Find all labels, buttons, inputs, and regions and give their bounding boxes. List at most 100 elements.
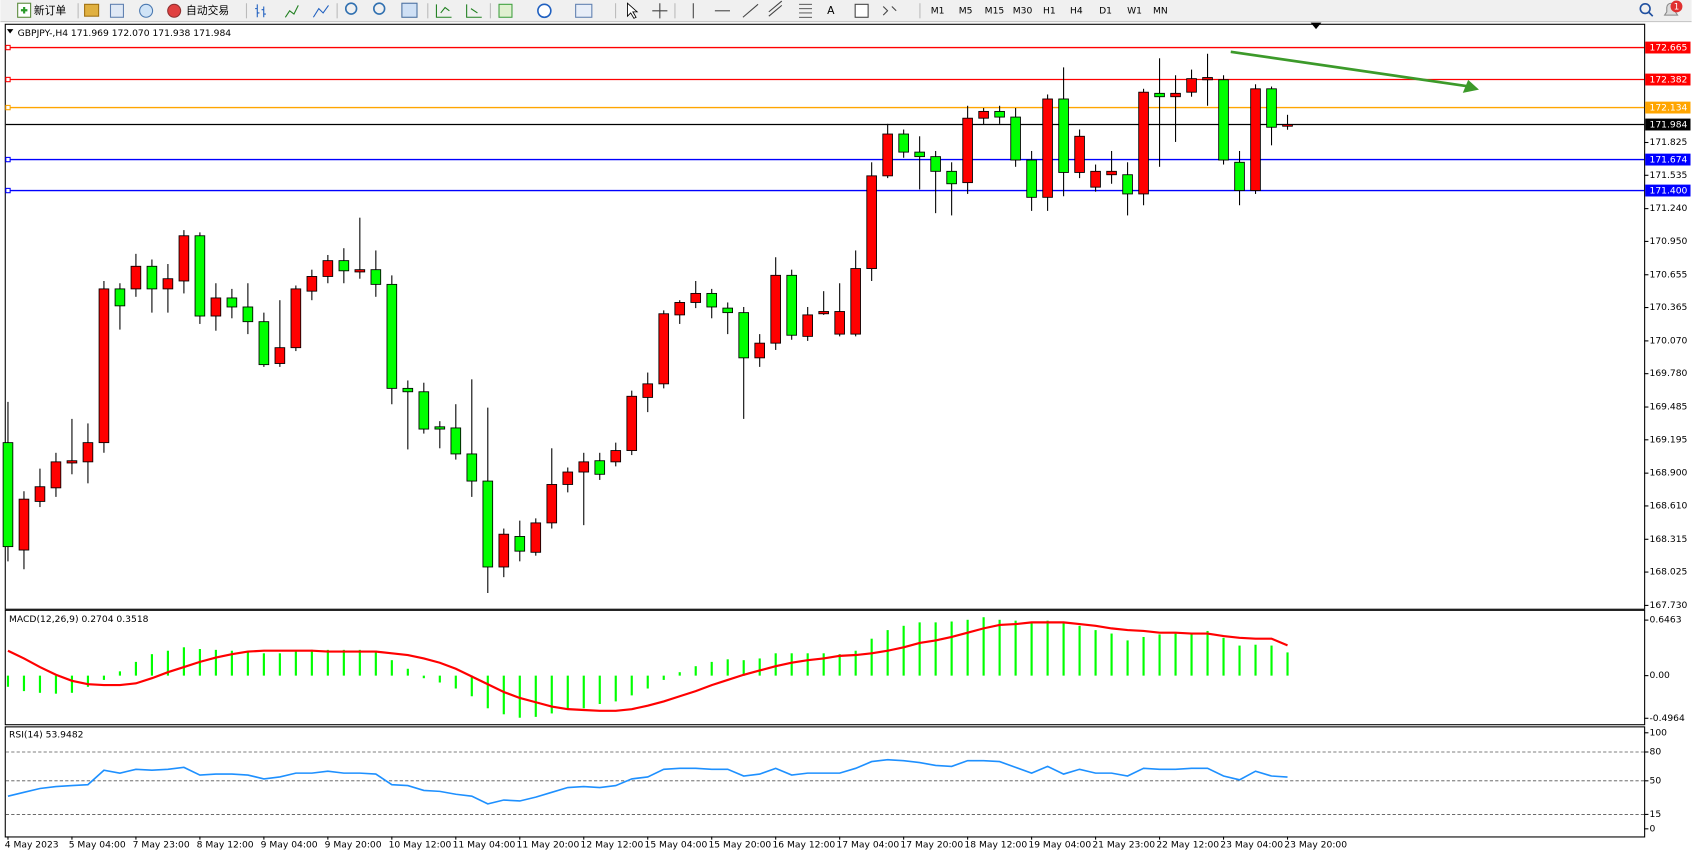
autoscroll-icon[interactable] <box>435 4 452 18</box>
templates-icon[interactable] <box>575 3 593 18</box>
signal-line <box>7 621 1288 712</box>
trendline-icon[interactable] <box>742 3 759 18</box>
main-panel <box>4 23 1646 610</box>
shift-icon[interactable] <box>466 4 482 18</box>
candle-body <box>1042 98 1053 198</box>
candle-body <box>34 486 46 502</box>
panel-title: GBPJPY-,H4 171.969 172.070 171.938 171.9… <box>18 28 232 39</box>
candle-body <box>306 276 318 292</box>
rsi-line <box>7 758 1288 805</box>
candle-body <box>626 395 638 451</box>
y-tick-label: 170.655 <box>1649 269 1687 280</box>
y-tick-label: 0.6463 <box>1649 615 1681 626</box>
candle-body <box>610 450 622 463</box>
y-tick-label: 168.900 <box>1649 468 1687 479</box>
candle-body <box>114 288 126 307</box>
candle-body <box>818 311 829 315</box>
cursor-icon[interactable] <box>627 2 639 19</box>
timeframe-button[interactable]: D1 <box>1099 5 1112 16</box>
level-anchor <box>5 156 11 163</box>
y-tick-label: 169.780 <box>1649 368 1687 379</box>
new-order-button[interactable]: 新订单 <box>17 2 67 18</box>
candle-body <box>978 110 989 119</box>
tool-icon[interactable] <box>139 3 154 18</box>
timeframe-button[interactable]: H1 <box>1043 5 1056 16</box>
x-tick-label: 5 May 04:00 <box>69 840 126 851</box>
candle-body <box>402 387 414 393</box>
candle-body <box>50 461 62 489</box>
candle-body <box>674 302 686 316</box>
timeframe-button[interactable]: M1 <box>931 5 945 16</box>
candle-body <box>1058 98 1069 173</box>
tool-icon[interactable] <box>109 3 124 18</box>
y-tick-label: 170.070 <box>1649 335 1687 346</box>
zoom-out-icon[interactable] <box>373 2 386 15</box>
candle-body <box>1074 135 1085 173</box>
candle-body <box>882 133 893 177</box>
candle-body <box>722 307 734 314</box>
candle-body <box>354 269 366 273</box>
channel-icon[interactable] <box>768 0 783 17</box>
candle-body <box>274 347 286 364</box>
candle-body <box>706 292 718 308</box>
timeframe-button[interactable]: M30 <box>1013 5 1033 16</box>
x-tick-label: 9 May 04:00 <box>261 840 318 851</box>
trend-arrow-head <box>1462 79 1479 93</box>
y-tick-label: 170.365 <box>1649 302 1687 313</box>
y-tick-label: 15 <box>1649 809 1661 820</box>
candle-icon[interactable] <box>284 5 299 18</box>
crosshair-icon[interactable] <box>652 3 668 19</box>
timeframe-button[interactable]: W1 <box>1127 5 1142 16</box>
candle-body <box>770 274 781 344</box>
periods-icon[interactable] <box>537 3 552 19</box>
candle-body <box>338 260 350 272</box>
timeframe-button[interactable]: MN <box>1153 5 1168 16</box>
level-label: 171.984 <box>1649 120 1687 131</box>
indicators-icon[interactable] <box>498 3 513 18</box>
y-tick-label: 0 <box>1649 823 1655 834</box>
search-icon[interactable] <box>1639 2 1651 15</box>
label-icon[interactable] <box>854 3 869 18</box>
y-tick-label: 170.950 <box>1649 236 1687 247</box>
timeframe-button[interactable]: M5 <box>959 5 973 16</box>
y-tick-label: -0.4964 <box>1649 713 1685 724</box>
candle-body <box>66 460 78 464</box>
y-tick-label: 169.485 <box>1649 402 1687 413</box>
arrows-icon[interactable] <box>882 6 897 16</box>
tile-icon[interactable] <box>401 2 418 18</box>
timeframe-button[interactable]: M15 <box>985 5 1005 16</box>
auto-trading-button[interactable]: 自动交易 <box>167 3 229 18</box>
level-anchor <box>5 104 11 111</box>
candle-body <box>434 426 446 430</box>
candle-body <box>1026 159 1037 198</box>
level-label-bg <box>1645 73 1691 86</box>
line-chart-icon[interactable] <box>312 5 329 18</box>
tool-icon[interactable] <box>84 3 100 17</box>
candle-body <box>1186 78 1197 93</box>
text-tool-icon[interactable]: A <box>827 4 835 17</box>
candle-body <box>130 265 142 290</box>
x-tick-label: 11 May 04:00 <box>453 840 516 851</box>
level-anchor <box>5 44 11 51</box>
y-tick-label: 171.825 <box>1649 137 1687 148</box>
candle-body <box>962 117 973 184</box>
candle-body <box>498 533 510 568</box>
zoom-in-icon[interactable] <box>344 2 358 15</box>
y-tick-label: 168.025 <box>1649 567 1687 578</box>
candle-body <box>946 170 957 185</box>
x-tick-label: 12 May 12:00 <box>581 840 644 851</box>
candle-body <box>754 342 765 359</box>
y-tick-label: 171.535 <box>1649 170 1687 181</box>
timeframe-button[interactable]: H4 <box>1070 5 1083 16</box>
bar-chart-icon[interactable] <box>255 4 266 18</box>
candle-body <box>386 283 398 389</box>
fibo-icon[interactable] <box>799 3 813 18</box>
rsi-panel <box>4 726 1646 838</box>
x-tick-label: 18 May 12:00 <box>964 840 1027 851</box>
y-tick-label: 168.610 <box>1649 500 1687 511</box>
x-tick-label: 22 May 12:00 <box>1156 840 1219 851</box>
plot-layer: 171.825 171.535 171.240 170.950 170.655 170.3… <box>2 28 1691 851</box>
plus-icon <box>20 7 28 14</box>
y-tick-label: 171.240 <box>1649 203 1687 214</box>
